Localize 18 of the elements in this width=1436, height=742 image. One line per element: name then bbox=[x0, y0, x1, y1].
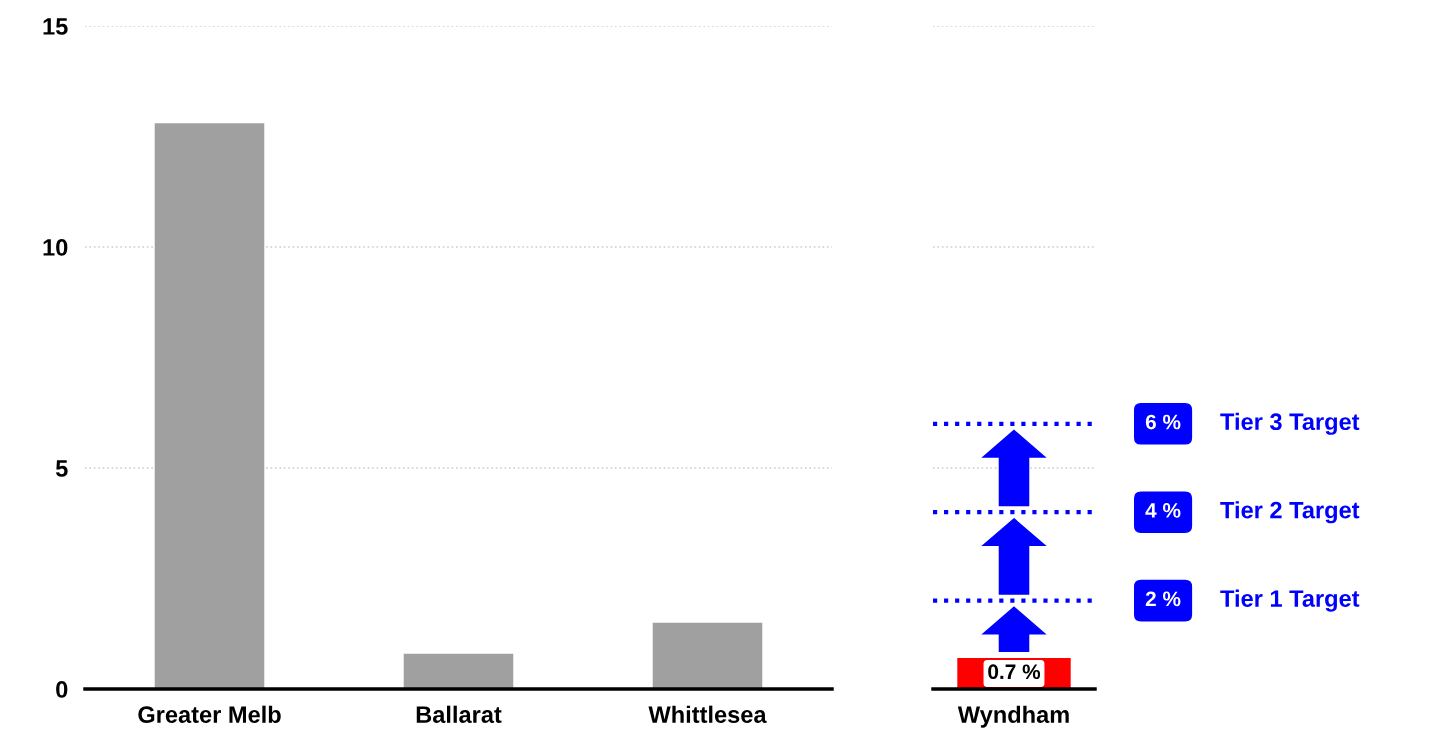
x-tick-label: Wyndham bbox=[957, 705, 1069, 728]
bar bbox=[154, 123, 265, 689]
y-tick-label: 10 bbox=[43, 239, 68, 256]
ref-line-label: Tier 1 Target bbox=[1220, 589, 1360, 612]
x-tick-label: Whittlesea bbox=[648, 705, 767, 724]
x-tick-label: Greater Melb bbox=[138, 705, 281, 724]
bar bbox=[403, 653, 514, 689]
ref-line-label: Tier 3 Target bbox=[1220, 412, 1360, 435]
bar bbox=[652, 622, 763, 689]
y-tick-label: 15 bbox=[43, 18, 68, 35]
ref-line-label: Tier 2 Target bbox=[1220, 501, 1360, 524]
text: 2 % bbox=[1145, 591, 1181, 607]
y-tick-label: 5 bbox=[55, 460, 68, 477]
text: 6 % bbox=[1145, 414, 1181, 430]
y-tick-label: 0 bbox=[56, 681, 68, 698]
data-label: 0.7 % bbox=[988, 664, 1041, 680]
text: 4 % bbox=[1145, 503, 1181, 518]
x-tick-label: Ballarat bbox=[416, 705, 502, 724]
